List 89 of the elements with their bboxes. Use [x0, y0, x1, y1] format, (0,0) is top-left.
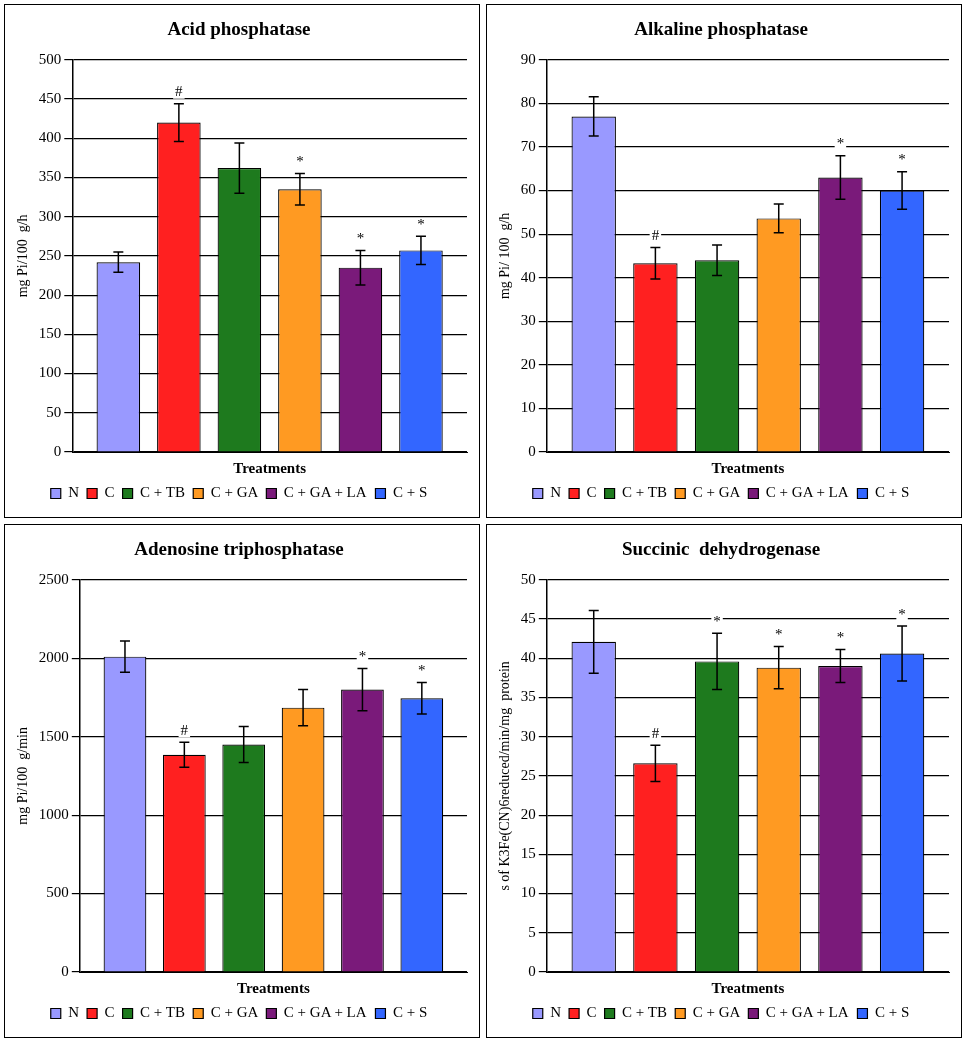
y-axis-title: mg Pi/ 100 g/h	[497, 212, 513, 300]
y-tick-label: 20	[520, 355, 536, 372]
y-tick-label: 30	[520, 727, 536, 744]
data-label: *	[836, 135, 845, 152]
y-tick-label: 80	[520, 94, 536, 111]
legend-label: C + S	[392, 484, 428, 501]
data-label: *	[418, 661, 426, 678]
y-tick-label: 100	[38, 364, 62, 381]
y-tick-label: 90	[520, 50, 536, 67]
y-tick-label: 400	[38, 129, 62, 146]
y-tick-label: 10	[520, 884, 536, 901]
legend-label: C + TB	[140, 484, 185, 501]
y-tick-label: 20	[520, 806, 536, 823]
y-axis-title: mg Pi/100 g/min	[15, 727, 31, 825]
y-tick-label: 450	[38, 89, 62, 106]
data-label: *	[713, 612, 721, 629]
y-tick-label: 50	[520, 570, 536, 587]
legend-label: N	[550, 484, 562, 501]
data-label: #	[651, 724, 660, 741]
chart-title: Succinic dehydrogenase	[621, 538, 821, 560]
y-tick-label: 5	[528, 923, 536, 940]
y-tick-label: 200	[38, 286, 62, 303]
legend-label: C + S	[874, 1004, 910, 1021]
data-label: *	[296, 152, 304, 169]
y-tick-label: 1000	[38, 806, 69, 823]
data-label: *	[358, 647, 367, 664]
data-label: *	[774, 625, 783, 642]
data-label: #	[180, 721, 189, 738]
legend-label: C + GA + LA	[765, 1004, 849, 1021]
legend-label: C + TB	[622, 484, 667, 501]
y-tick-label: 0	[528, 962, 536, 979]
legend-label: C + TB	[622, 1004, 667, 1021]
data-label: *	[417, 215, 425, 232]
y-tick-label: 2500	[38, 570, 69, 587]
y-tick-label: 35	[520, 688, 536, 705]
legend-label: C + GA	[210, 484, 259, 501]
legend-label: C	[586, 484, 597, 501]
y-tick-label: 0	[61, 962, 69, 979]
x-axis-title: Treatments	[237, 979, 310, 996]
y-tick-label: 50	[520, 225, 536, 242]
legend-label: C + TB	[140, 1004, 185, 1021]
y-tick-label: 30	[520, 312, 536, 329]
y-axis-title: mg Pi/100 g/h	[15, 214, 31, 298]
legend-label: N	[550, 1004, 562, 1021]
legend-label: C + GA	[692, 1004, 741, 1021]
legend-label: C + GA + LA	[765, 484, 849, 501]
y-tick-label: 15	[520, 845, 536, 862]
legend-label: C + S	[874, 484, 910, 501]
y-tick-label: 10	[520, 399, 536, 416]
y-tick-label: 25	[520, 766, 536, 783]
legend-label: C + GA + LA	[283, 484, 367, 501]
y-tick-label: 300	[38, 207, 62, 224]
chart-title: Adenosine triphosphatase	[134, 538, 344, 560]
y-tick-label: 40	[520, 649, 536, 666]
y-tick-label: 45	[520, 609, 536, 626]
legend-label: C + GA + LA	[283, 1004, 367, 1021]
data-label: *	[836, 629, 845, 646]
y-tick-label: 70	[520, 137, 536, 154]
chart-title: Acid phosphatase	[167, 18, 311, 40]
y-tick-label: 0	[53, 442, 62, 459]
y-tick-label: 500	[38, 50, 62, 67]
data-label: *	[898, 151, 906, 168]
y-tick-label: 2000	[38, 649, 69, 666]
y-tick-label: 1500	[38, 727, 69, 744]
y-tick-label: 500	[46, 884, 69, 901]
y-tick-label: 0	[528, 442, 536, 459]
legend-label: C	[104, 1004, 115, 1021]
legend-label: N	[68, 484, 80, 501]
y-tick-label: 350	[38, 168, 62, 185]
x-axis-title: Treatments	[711, 459, 785, 476]
legend-label: C	[586, 1004, 597, 1021]
data-label: #	[175, 83, 184, 100]
x-axis-title: Treatments	[711, 979, 785, 996]
legend-label: N	[68, 1004, 80, 1021]
legend-label: C + S	[392, 1004, 428, 1021]
y-tick-label: 150	[38, 325, 62, 342]
data-label: #	[651, 227, 660, 244]
y-tick-label: 50	[46, 403, 62, 420]
legend-label: C + GA	[210, 1004, 259, 1021]
data-label: *	[356, 229, 365, 246]
legend-label: C	[104, 484, 115, 501]
y-tick-label: 60	[520, 181, 536, 198]
chart-title: Alkaline phosphatase	[634, 18, 808, 40]
y-tick-label: 250	[38, 246, 62, 263]
y-tick-label: 40	[520, 268, 536, 285]
x-axis-title: Treatments	[233, 459, 307, 476]
legend-label: C + GA	[692, 484, 741, 501]
data-label: *	[898, 605, 906, 622]
y-axis-title: s of K3Fe(CN)6reduced/min/mg protein	[497, 661, 514, 891]
